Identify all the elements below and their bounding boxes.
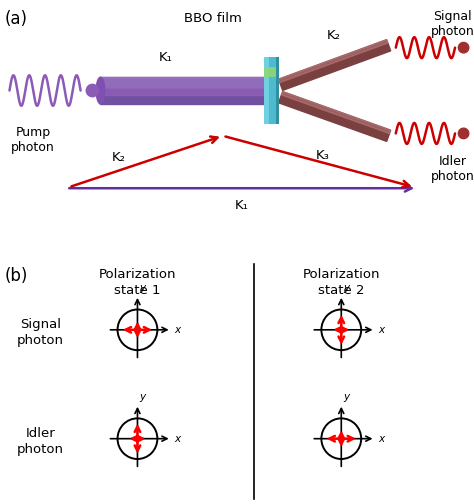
Polygon shape	[100, 77, 271, 88]
Polygon shape	[279, 40, 388, 83]
Bar	[264, 57, 269, 124]
Text: y: y	[343, 392, 349, 402]
Bar	[276, 57, 279, 124]
Bar	[264, 57, 279, 124]
Text: Pump
photon: Pump photon	[11, 127, 55, 154]
Text: x: x	[174, 433, 180, 444]
Text: (a): (a)	[5, 10, 28, 28]
Circle shape	[458, 128, 469, 139]
Text: y: y	[343, 283, 349, 293]
Text: Idler
photon: Idler photon	[17, 426, 64, 456]
Text: BBO film: BBO film	[184, 12, 242, 25]
Polygon shape	[282, 92, 391, 134]
Circle shape	[86, 84, 99, 97]
Text: Signal
photon: Signal photon	[431, 11, 474, 38]
Polygon shape	[279, 92, 391, 142]
Text: y: y	[139, 283, 146, 293]
Ellipse shape	[96, 77, 105, 104]
Text: Idler
photon: Idler photon	[431, 155, 474, 183]
Circle shape	[458, 42, 469, 53]
Text: K₃: K₃	[346, 117, 360, 130]
Text: Signal
photon: Signal photon	[17, 318, 64, 347]
Text: Polarization
state 1: Polarization state 1	[99, 268, 176, 297]
Polygon shape	[100, 88, 271, 95]
Text: K₃: K₃	[315, 149, 329, 162]
Text: x: x	[378, 325, 384, 335]
Polygon shape	[279, 40, 391, 90]
Polygon shape	[100, 77, 271, 104]
Text: (b): (b)	[5, 267, 28, 285]
Text: K₂: K₂	[111, 151, 126, 164]
Text: x: x	[378, 433, 384, 444]
Text: x: x	[174, 325, 180, 335]
Bar	[264, 67, 279, 77]
Text: K₁: K₁	[235, 199, 249, 212]
Text: K₁: K₁	[159, 51, 173, 65]
Text: Polarization
state 2: Polarization state 2	[302, 268, 380, 297]
Text: K₂: K₂	[327, 29, 341, 42]
Text: y: y	[139, 392, 146, 402]
